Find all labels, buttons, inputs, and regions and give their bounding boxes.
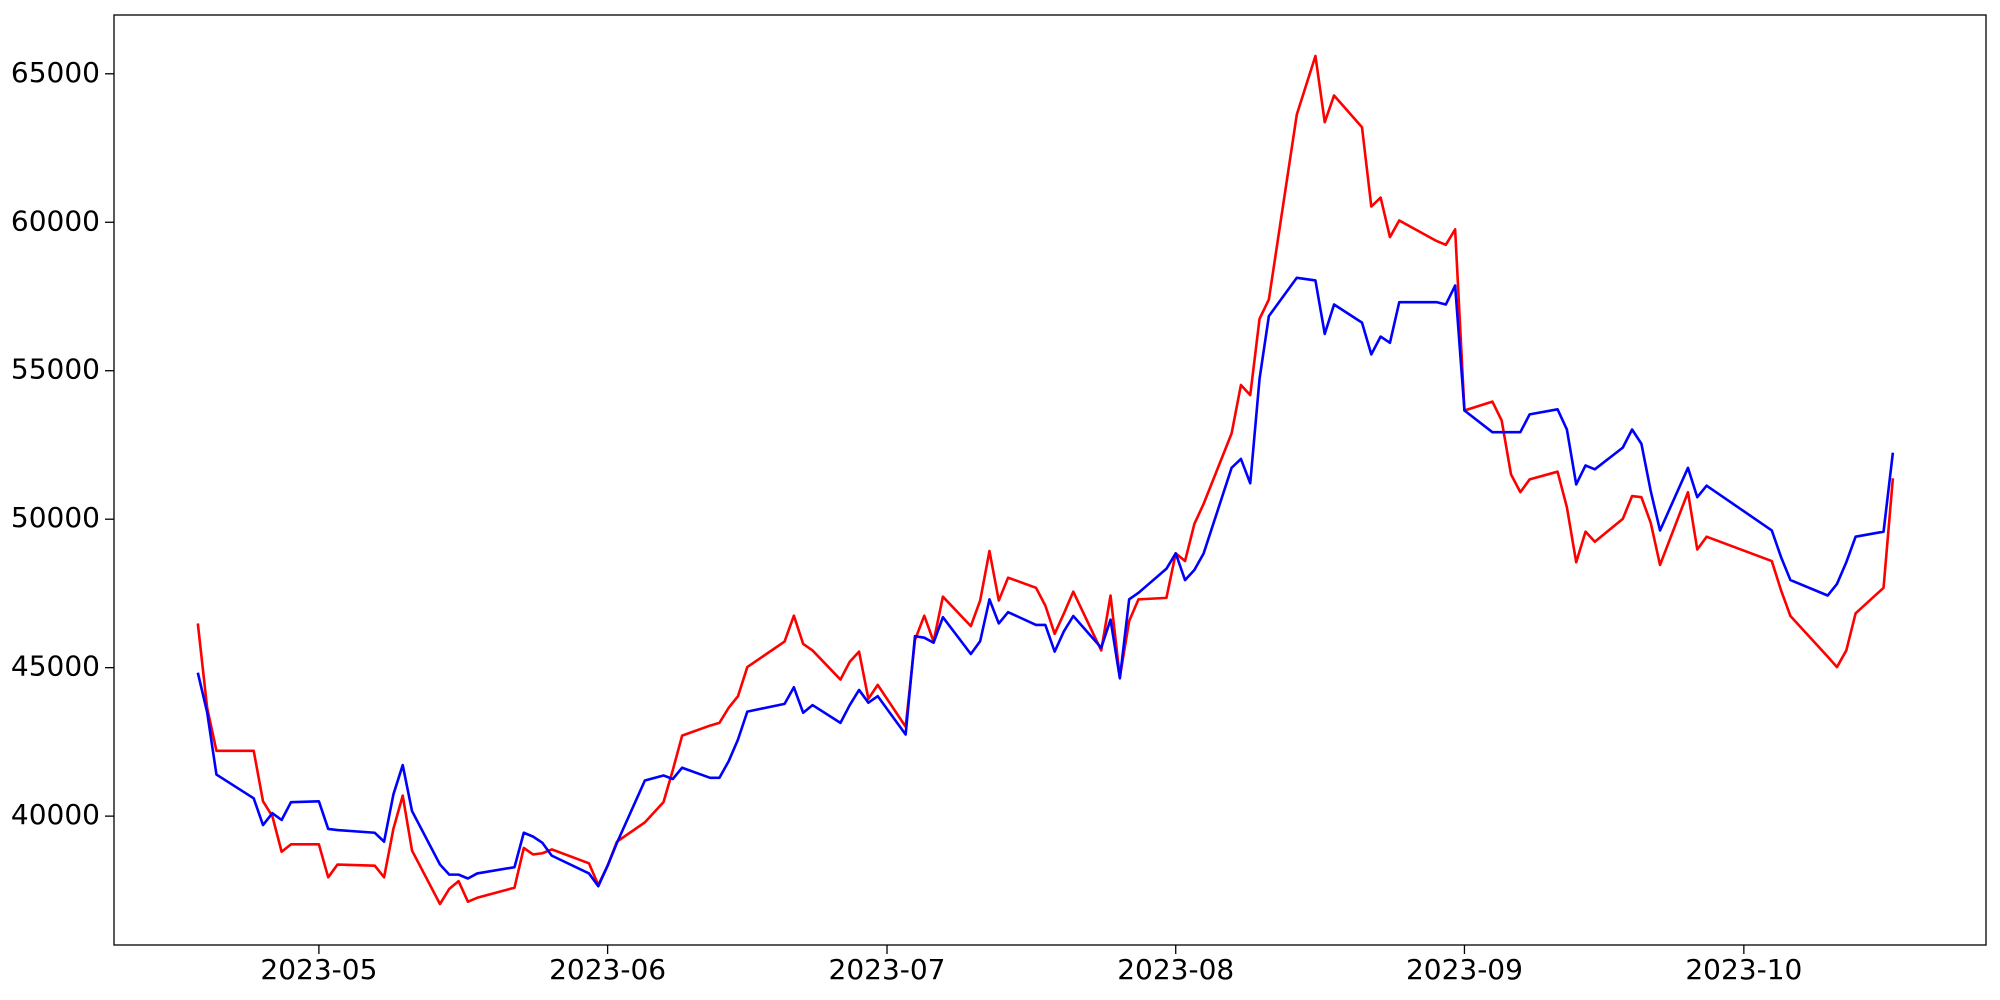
x-tick-label: 2023-05 (260, 953, 377, 986)
x-tick-label: 2023-06 (549, 953, 666, 986)
y-tick-label: 55000 (11, 353, 100, 386)
x-tick-label: 2023-09 (1406, 953, 1523, 986)
x-tick-label: 2023-10 (1685, 953, 1802, 986)
data-line (196, 276, 1895, 888)
y-tick-label: 60000 (11, 204, 100, 237)
y-tick-label: 65000 (11, 56, 100, 89)
y-tick-label: 45000 (11, 650, 100, 683)
x-tick-label: 2023-08 (1117, 953, 1234, 986)
data-line (196, 54, 1895, 906)
y-tick-label: 50000 (11, 501, 100, 534)
x-tick-label: 2023-07 (829, 953, 946, 986)
y-tick-label: 40000 (11, 798, 100, 831)
plot-frame (113, 14, 1987, 946)
